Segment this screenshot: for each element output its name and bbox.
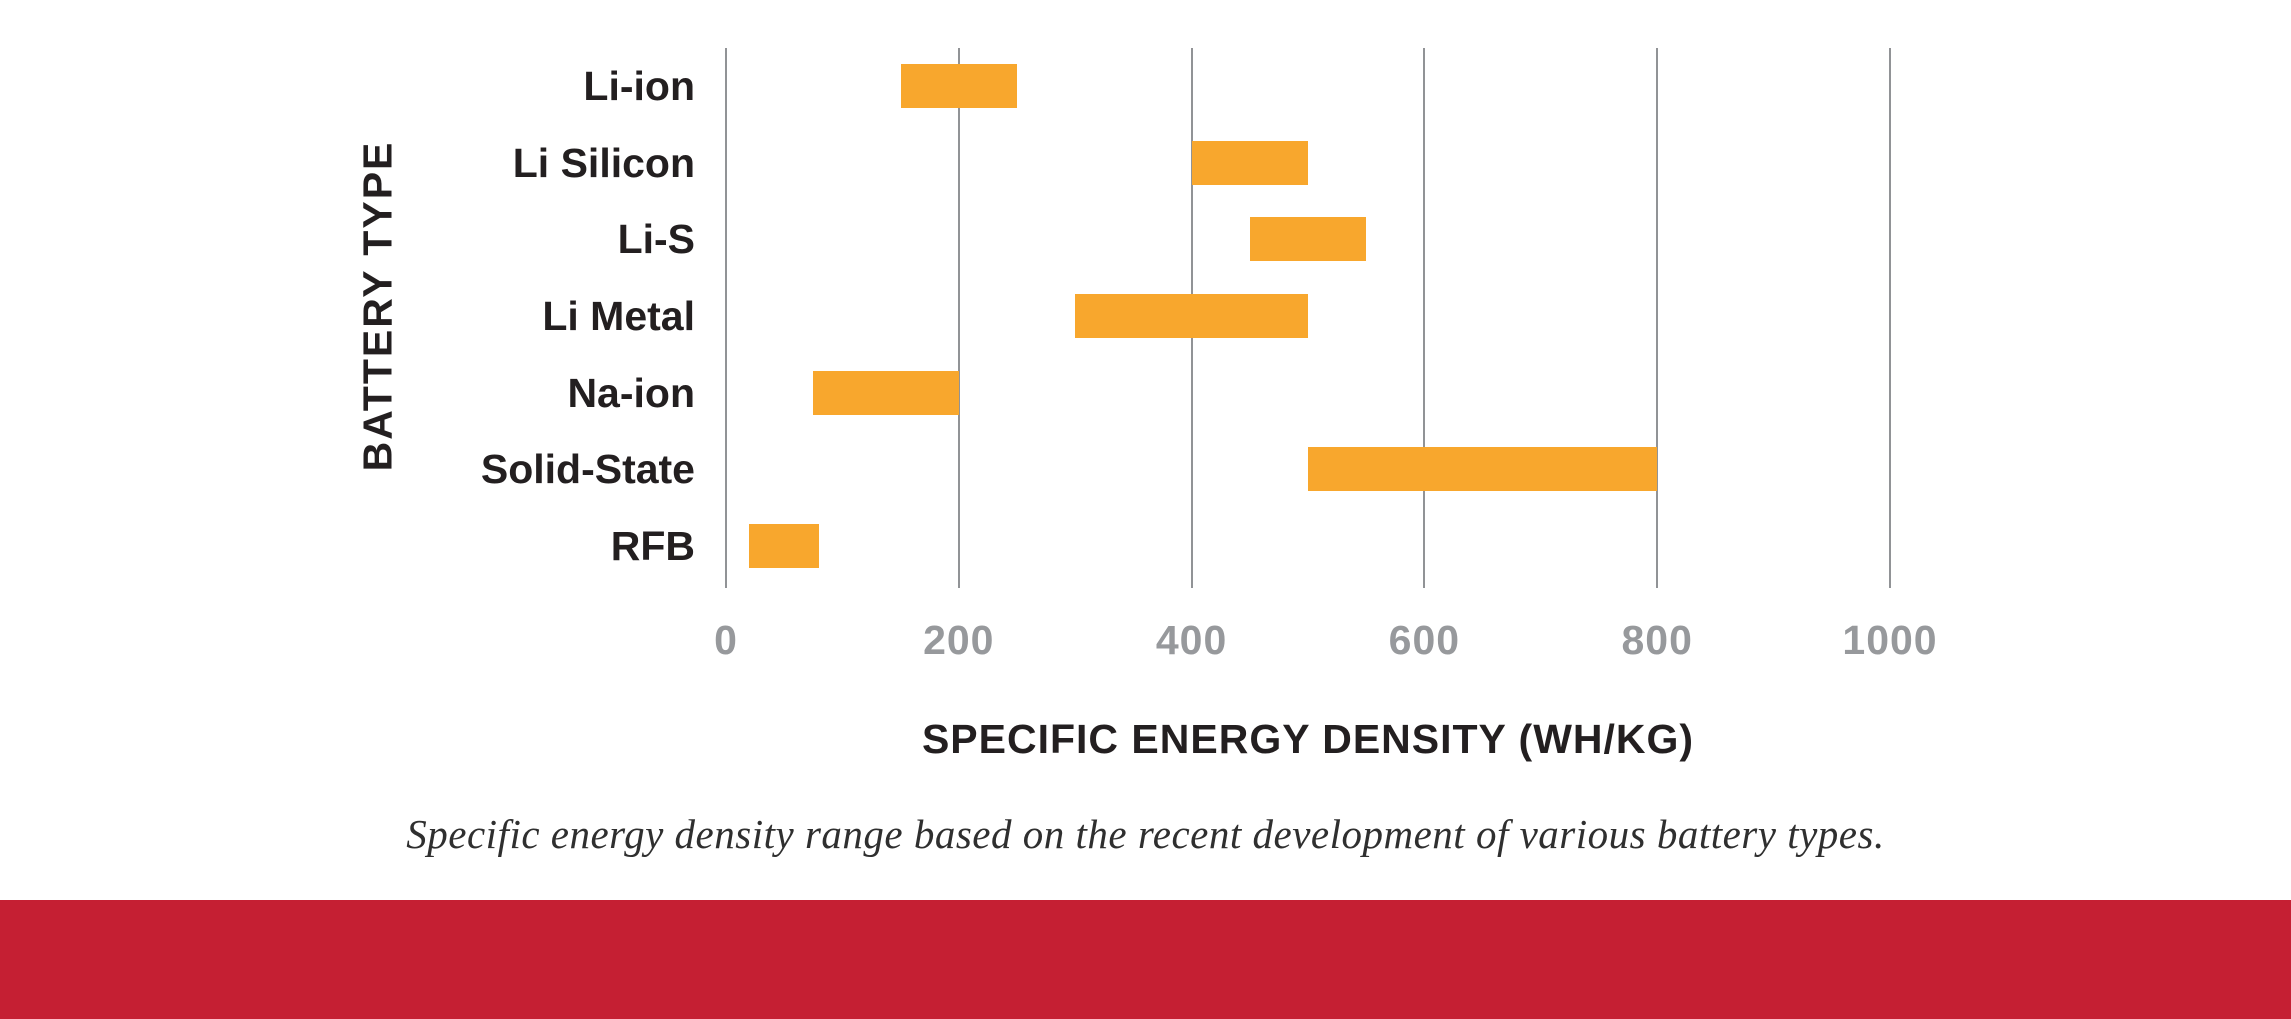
category-label-na-ion: Na-ion [567,369,695,416]
range-bar-li-silicon [1191,140,1308,185]
x-tick-label-1000: 1000 [1842,617,1938,663]
x-tick-label-800: 800 [1621,617,1693,663]
range-bar-solid-state [1308,447,1658,492]
category-label-solid-state: Solid-State [480,446,695,493]
category-label-li-ion: Li-ion [583,63,695,109]
x-tick-label-200: 200 [923,617,995,663]
x-tick-label-400: 400 [1155,617,1228,663]
figure-caption: Specific energy density range based on t… [406,811,1885,857]
gridline-x-600 [1423,48,1426,588]
range-bar-li-ion [900,64,1017,108]
range-bar-li-s [1249,217,1367,262]
range-bar-na-ion [813,370,959,415]
plot-area: 0 200 400 600 800 1000 [714,48,1937,663]
footer-bar: ABS™ © ABS, 2026. All rights reserved ww… [0,900,2291,1019]
range-bar-li-metal [1075,294,1308,338]
category-label-li-s: Li-S [617,216,695,263]
x-tick-label-0: 0 [714,617,738,663]
gridline-x-200 [957,48,960,588]
gridline-x-1000 [1889,48,1891,588]
x-axis-title: SPECIFIC ENERGY DENSITY (WH/KG) [921,716,1695,762]
category-label-li-metal: Li Metal [542,293,695,339]
gridline-x-800 [1656,48,1659,588]
category-label-li-silicon: Li Silicon [512,139,695,186]
gridline-x-0 [725,48,727,588]
range-bar-rfb [749,524,820,569]
x-tick-label-600: 600 [1388,617,1461,663]
category-label-rfb: RFB [610,523,695,570]
